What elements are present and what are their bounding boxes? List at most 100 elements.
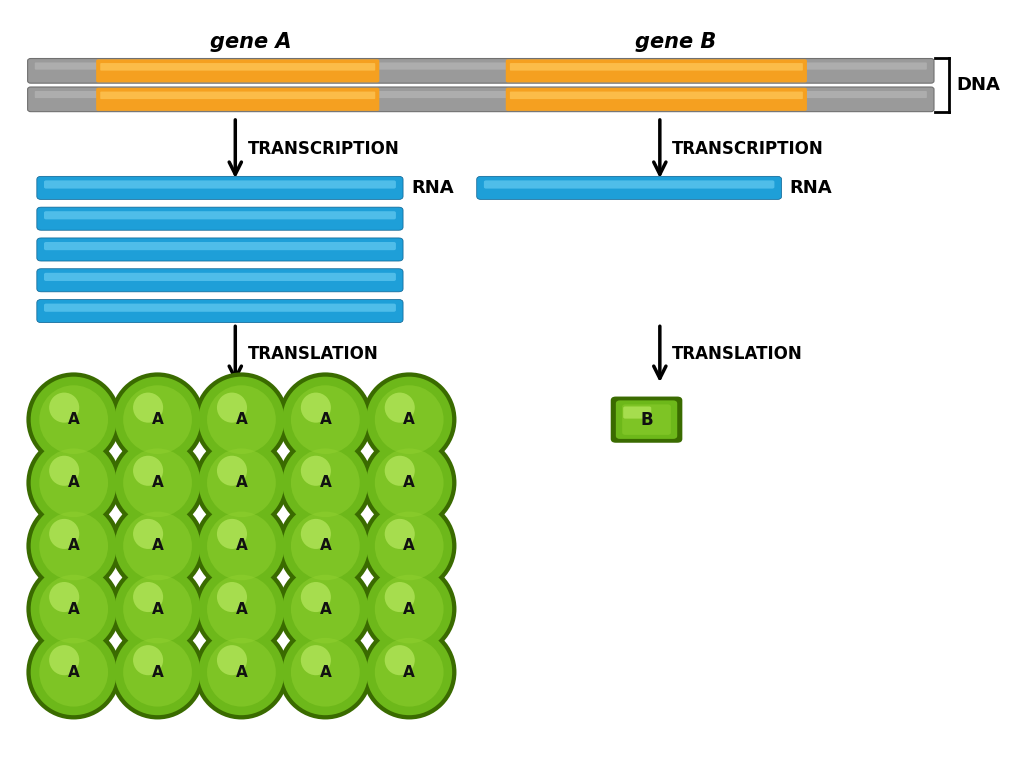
Text: A: A [235,475,248,490]
Ellipse shape [291,511,360,581]
Ellipse shape [217,519,247,549]
Ellipse shape [110,562,205,656]
Ellipse shape [27,499,121,593]
Text: A: A [403,412,415,427]
Ellipse shape [207,638,276,707]
Ellipse shape [110,436,205,530]
Ellipse shape [49,582,79,612]
Ellipse shape [133,393,163,423]
Text: A: A [151,412,164,427]
Ellipse shape [282,566,368,652]
Ellipse shape [282,503,368,589]
Ellipse shape [31,629,117,715]
Ellipse shape [385,519,414,549]
Ellipse shape [198,440,284,526]
Text: A: A [319,538,331,554]
Ellipse shape [49,645,79,675]
Ellipse shape [374,638,444,707]
FancyBboxPatch shape [484,180,774,189]
Ellipse shape [362,499,456,593]
Text: A: A [151,601,164,617]
Text: TRANSLATION: TRANSLATION [248,345,379,363]
Ellipse shape [27,562,121,656]
Ellipse shape [301,645,330,675]
Ellipse shape [27,625,121,719]
Ellipse shape [115,566,201,652]
Text: A: A [151,475,164,490]
Ellipse shape [385,456,414,486]
Ellipse shape [115,503,201,589]
Ellipse shape [374,574,444,644]
FancyBboxPatch shape [44,273,396,281]
Ellipse shape [366,377,452,463]
Ellipse shape [123,385,192,454]
Ellipse shape [278,625,372,719]
Ellipse shape [207,448,276,517]
Ellipse shape [362,562,456,656]
Ellipse shape [291,638,360,707]
Ellipse shape [133,456,163,486]
Ellipse shape [110,625,205,719]
FancyBboxPatch shape [44,303,396,312]
Ellipse shape [291,385,360,454]
Ellipse shape [39,638,108,707]
FancyBboxPatch shape [96,59,380,82]
Text: A: A [68,412,80,427]
FancyBboxPatch shape [37,176,403,199]
Ellipse shape [217,456,247,486]
FancyBboxPatch shape [28,59,934,83]
Ellipse shape [207,385,276,454]
Ellipse shape [115,377,201,463]
Ellipse shape [278,499,372,593]
FancyBboxPatch shape [35,62,927,69]
Ellipse shape [123,574,192,644]
Ellipse shape [194,499,288,593]
Ellipse shape [39,448,108,517]
FancyBboxPatch shape [505,88,807,111]
Text: gene B: gene B [634,32,716,52]
Ellipse shape [301,582,330,612]
Ellipse shape [133,582,163,612]
FancyBboxPatch shape [100,63,375,71]
Ellipse shape [133,645,163,675]
Text: TRANSLATION: TRANSLATION [672,345,803,363]
Ellipse shape [39,385,108,454]
Ellipse shape [362,436,456,530]
FancyBboxPatch shape [44,180,396,189]
Ellipse shape [374,385,444,454]
Ellipse shape [31,503,117,589]
Ellipse shape [385,393,414,423]
Ellipse shape [374,448,444,517]
Ellipse shape [374,511,444,581]
Ellipse shape [39,574,108,644]
FancyBboxPatch shape [44,242,396,250]
Text: A: A [68,665,80,680]
FancyBboxPatch shape [35,91,927,98]
FancyBboxPatch shape [96,88,380,111]
FancyBboxPatch shape [28,87,934,112]
Ellipse shape [278,436,372,530]
Ellipse shape [27,373,121,467]
Ellipse shape [123,638,192,707]
Ellipse shape [198,629,284,715]
Text: RNA: RNA [790,179,833,197]
Text: RNA: RNA [411,179,454,197]
Text: A: A [151,538,164,554]
Ellipse shape [217,393,247,423]
Ellipse shape [282,440,368,526]
Ellipse shape [27,436,121,530]
Ellipse shape [385,645,414,675]
Ellipse shape [49,456,79,486]
Ellipse shape [133,519,163,549]
Ellipse shape [291,574,360,644]
FancyBboxPatch shape [611,397,682,443]
Ellipse shape [31,377,117,463]
Ellipse shape [278,562,372,656]
Ellipse shape [362,625,456,719]
Text: A: A [403,601,415,617]
Ellipse shape [207,574,276,644]
Text: gene A: gene A [210,32,292,52]
Ellipse shape [366,503,452,589]
Ellipse shape [278,373,372,467]
Text: A: A [235,538,248,554]
